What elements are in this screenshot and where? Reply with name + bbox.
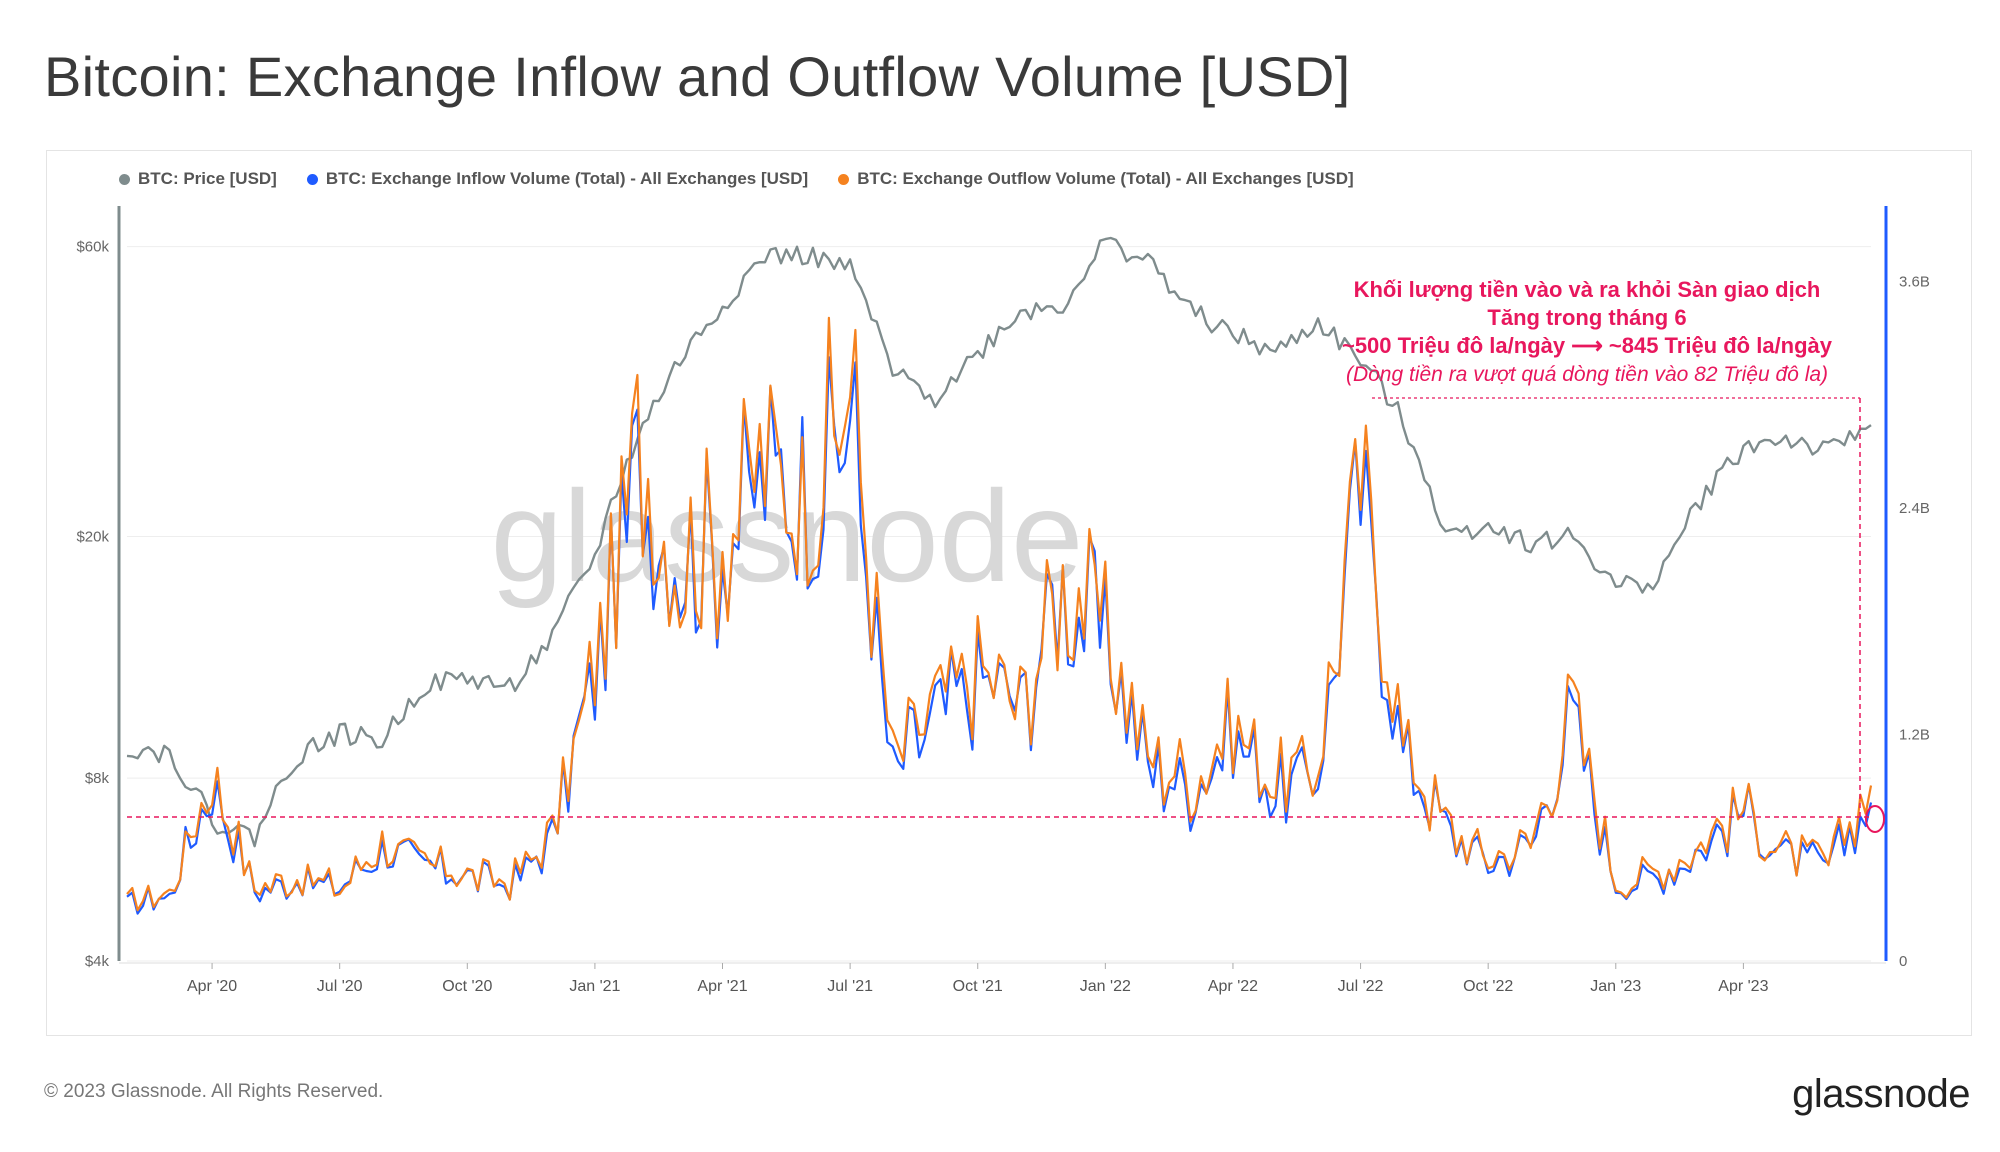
right-tick-label: 0 — [1899, 953, 1907, 970]
right-tick-label: 3.6B — [1899, 274, 1930, 291]
chart-legend: BTC: Price [USD] BTC: Exchange Inflow Vo… — [119, 169, 1354, 189]
x-tick-label: Oct '22 — [1463, 978, 1513, 995]
legend-dot-outflow — [838, 173, 850, 185]
x-tick-label: Oct '20 — [442, 978, 492, 995]
glassnode-logo[interactable]: glassnode — [1792, 1072, 1970, 1116]
x-tick-label: Jul '22 — [1338, 978, 1384, 995]
x-tick-label: Apr '23 — [1718, 978, 1768, 995]
x-tick-label: Jan '23 — [1590, 978, 1641, 995]
legend-label-outflow: BTC: Exchange Outflow Volume (Total) - A… — [857, 169, 1354, 188]
highlight-marker — [1865, 805, 1885, 833]
x-tick-label: Jul '20 — [317, 978, 363, 995]
legend-item-inflow[interactable]: BTC: Exchange Inflow Volume (Total) - Al… — [306, 169, 809, 189]
series-line-0[interactable] — [126, 236, 1872, 848]
left-tick-label: $8k — [85, 770, 110, 787]
right-tick-label: 2.4B — [1899, 500, 1930, 517]
copyright-footer: © 2023 Glassnode. All Rights Reserved. — [44, 1081, 384, 1102]
x-tick-label: Oct '21 — [953, 978, 1003, 995]
left-tick-label: $4k — [85, 953, 110, 970]
page-title: Bitcoin: Exchange Inflow and Outflow Vol… — [44, 45, 1351, 108]
annotation-line-4: (Dòng tiền ra vượt quá dòng tiền vào 82 … — [1346, 363, 1828, 386]
x-tick-label: Apr '22 — [1208, 978, 1258, 995]
x-tick-label: Apr '20 — [187, 978, 237, 995]
watermark-text: glassnode — [491, 463, 1084, 609]
x-tick-label: Apr '21 — [697, 978, 747, 995]
right-tick-label: 1.2B — [1899, 727, 1930, 744]
chart-svg[interactable]: glassnode $4k $8k $20k $60k 0 1.2B 2.4B 3.6B A… — [47, 151, 1971, 1035]
annotation-line-2: Tăng trong tháng 6 — [1487, 305, 1686, 330]
left-tick-label: $20k — [76, 528, 109, 545]
series-line-1[interactable] — [126, 356, 1873, 915]
legend-label-inflow: BTC: Exchange Inflow Volume (Total) - Al… — [325, 169, 809, 188]
left-tick-label: $60k — [76, 239, 109, 256]
left-axis-ticks: $4k $8k $20k $60k — [76, 239, 109, 970]
chart-panel: BTC: Price [USD] BTC: Exchange Inflow Vo… — [46, 150, 1972, 1036]
x-tick-label: Jan '22 — [1080, 978, 1131, 995]
legend-dot-inflow — [306, 173, 318, 185]
annotation-line-1: Khối lượng tiền vào và ra khỏi Sàn giao … — [1354, 277, 1821, 302]
series-layer — [126, 236, 1873, 915]
series-line-2[interactable] — [126, 316, 1873, 912]
gridlines — [127, 246, 1871, 962]
legend-dot-price — [119, 173, 130, 185]
legend-item-price[interactable]: BTC: Price [USD] — [119, 169, 277, 189]
right-axis-ticks: 0 1.2B 2.4B 3.6B — [1899, 274, 1930, 971]
annotation-line-3: ~500 Triệu đô la/ngày ⟶ ~845 Triệu đô la… — [1342, 333, 1833, 358]
legend-label-price: BTC: Price [USD] — [138, 169, 277, 188]
legend-item-outflow[interactable]: BTC: Exchange Outflow Volume (Total) - A… — [838, 169, 1354, 189]
x-tick-label: Jul '21 — [827, 978, 873, 995]
x-tick-label: Jan '21 — [569, 978, 620, 995]
x-axis-ticks: Apr '20 Jul '20 Oct '20 Jan '21 Apr '21 Jul '… — [187, 963, 1769, 995]
